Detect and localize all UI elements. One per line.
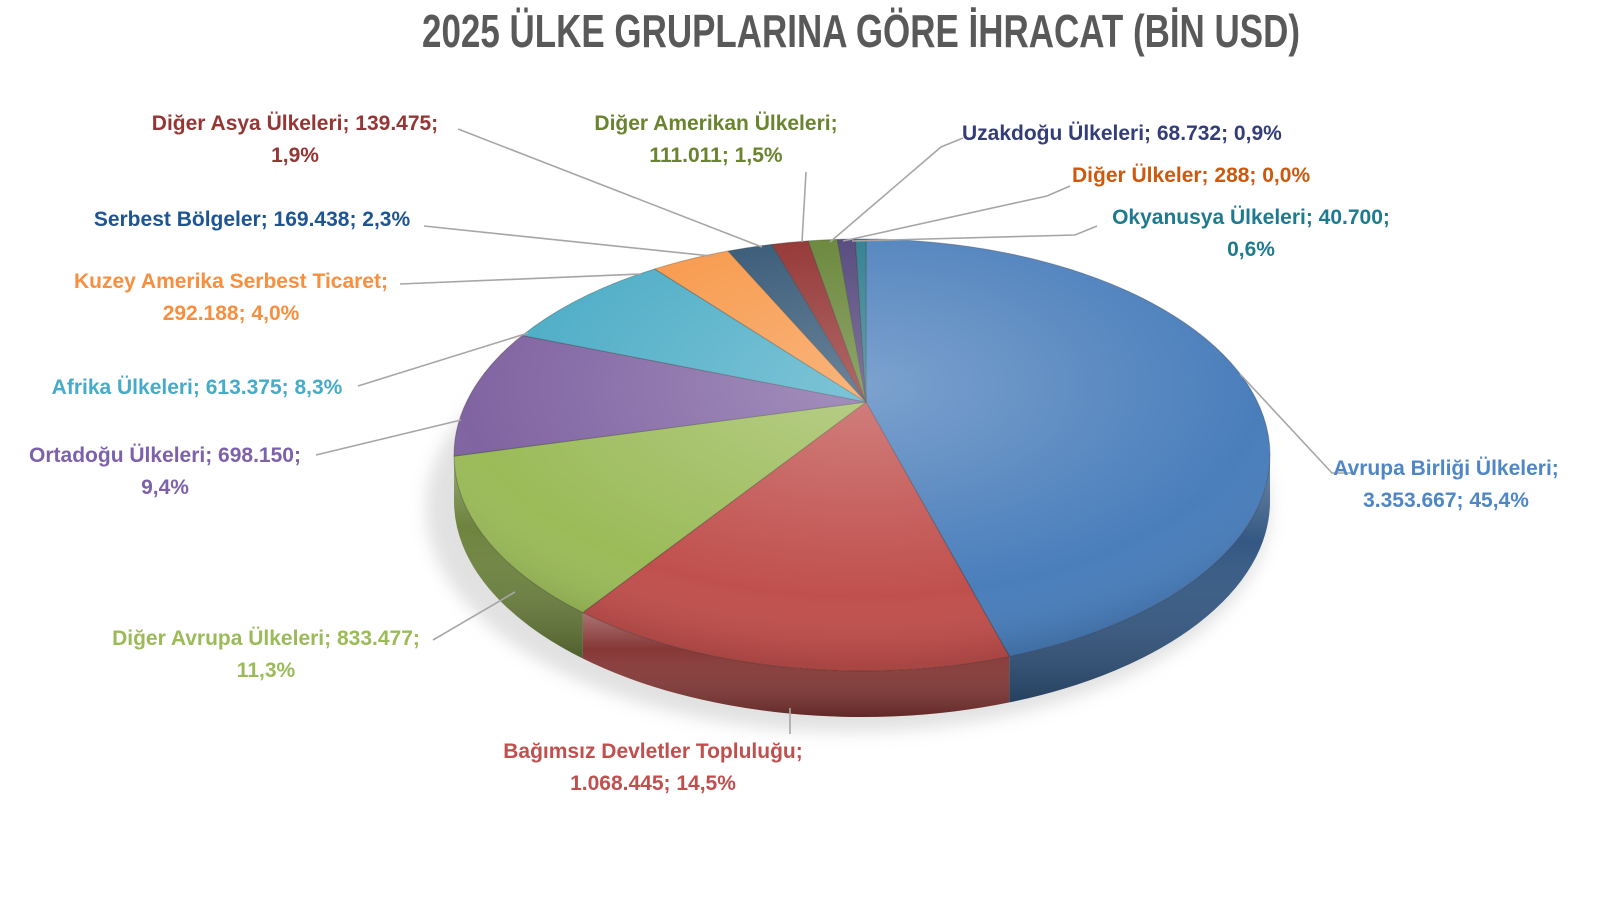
leader-line-okyanusya xyxy=(851,225,1098,242)
leader-line-afrika xyxy=(357,332,529,387)
chart-title: 2025 ÜLKE GRUPLARINA GÖRE İHRACAT (BİN U… xyxy=(422,5,1300,57)
slice-label-diger-asya: Diğer Asya Ülkeleri; 139.475; 1,9% xyxy=(115,108,475,172)
slice-label-uzakdogu: Uzakdoğu Ülkeleri; 68.732; 0,9% xyxy=(962,118,1382,150)
slice-label-text: Ortadoğu Ülkeleri; 698.150; xyxy=(29,444,301,467)
slice-label-diger-ulkeler: Diğer Ülkeler; 288; 0,0% xyxy=(1072,160,1412,192)
slice-label-text: Uzakdoğu Ülkeleri; 68.732; 0,9% xyxy=(962,122,1282,145)
leader-line-diger-asya xyxy=(457,128,763,248)
slice-label-text: Diğer Asya Ülkeleri; 139.475; xyxy=(151,112,439,135)
leader-line-diger-amerikan xyxy=(801,171,807,243)
slice-label-serbest-bolgeler: Serbest Bölgeler; 169.438; 2,3% xyxy=(72,204,432,236)
slice-label-text: Avrupa Birliği Ülkeleri; xyxy=(1333,457,1559,480)
leader-line-ortadogu xyxy=(315,419,462,456)
pie-slice-side-shade-bagimsiz-devletler xyxy=(582,612,1010,718)
slice-label-percent: 1,9% xyxy=(271,144,319,167)
slice-label-text: Diğer Ülkeler; 288; 0,0% xyxy=(1072,164,1311,187)
slice-label-text: Kuzey Amerika Serbest Ticaret; xyxy=(74,270,388,293)
slice-label-ortadogu: Ortadoğu Ülkeleri; 698.150; 9,4% xyxy=(0,440,345,504)
slice-label-okyanusya: Okyanusya Ülkeleri; 40.700; 0,6% xyxy=(1071,202,1431,266)
slice-label-percent: 9,4% xyxy=(141,476,189,499)
leader-line-serbest-bolgeler xyxy=(423,225,712,257)
slice-label-bagimsiz-devletler: Bağımsız Devletler Topluluğu; 1.068.445;… xyxy=(473,736,833,800)
slice-label-percent: 1.068.445; 14,5% xyxy=(570,772,736,795)
slice-label-percent: 0,6% xyxy=(1227,238,1275,261)
pie-slice-side-shade-diger-avrupa xyxy=(454,456,583,659)
slice-label-text: Okyanusya Ülkeleri; 40.700; xyxy=(1112,206,1390,229)
slice-label-text: Serbest Bölgeler; 169.438; 2,3% xyxy=(93,208,411,231)
leader-lines-group xyxy=(315,128,1353,734)
slice-label-diger-amerikan: Diğer Amerikan Ülkeleri; 111.011; 1,5% xyxy=(536,108,896,172)
slice-label-avrupa-birligi: Avrupa Birliği Ülkeleri; 3.353.667; 45,4… xyxy=(1286,453,1600,517)
slice-label-diger-avrupa: Diğer Avrupa Ülkeleri; 833.477; 11,3% xyxy=(86,623,446,687)
leader-line-avrupa-birligi xyxy=(1239,373,1353,474)
leader-line-diger-ulkeler xyxy=(842,185,1071,242)
leader-line-kuzey-amerika xyxy=(399,273,642,285)
slice-label-percent: 292.188; 4,0% xyxy=(162,302,300,325)
slice-label-percent: 11,3% xyxy=(236,659,296,682)
pie-gloss-overlay xyxy=(454,239,1270,671)
slice-label-text: Diğer Avrupa Ülkeleri; 833.477; xyxy=(112,627,420,650)
slice-label-percent: 3.353.667; 45,4% xyxy=(1363,489,1529,512)
slice-label-kuzey-amerika: Kuzey Amerika Serbest Ticaret; 292.188; … xyxy=(51,266,411,330)
slice-label-percent: 111.011; 1,5% xyxy=(649,144,783,167)
pie-slice-side-shade-avrupa-birligi xyxy=(1009,455,1270,703)
slice-label-afrika: Afrika Ülkeleri; 613.375; 8,3% xyxy=(17,372,377,404)
leader-line-diger-avrupa xyxy=(432,591,516,641)
slice-label-text: Bağımsız Devletler Topluluğu; xyxy=(503,740,803,763)
slice-label-text: Diğer Amerikan Ülkeleri; xyxy=(594,112,838,135)
leader-line-uzakdogu xyxy=(829,137,964,243)
pie-slices-group xyxy=(453,238,1271,718)
slice-label-text: Afrika Ülkeleri; 613.375; 8,3% xyxy=(51,376,343,399)
